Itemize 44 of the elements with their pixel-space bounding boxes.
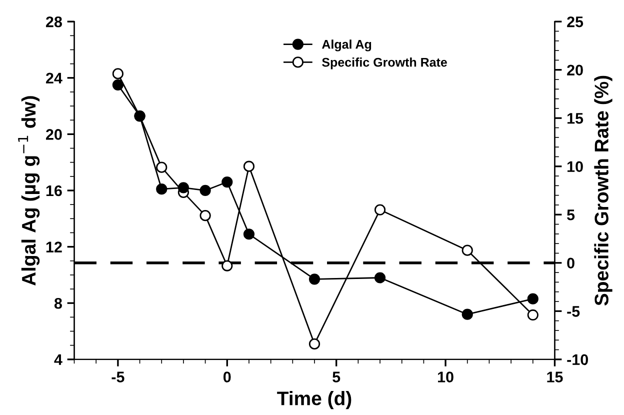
y-tick-label: 4 — [54, 354, 62, 365]
y-tick-label: 16 — [46, 185, 62, 196]
y2-tick-label: 25 — [567, 16, 584, 28]
point — [200, 184, 211, 196]
x-axis-title: Time (d) — [277, 390, 352, 410]
point — [527, 293, 538, 304]
y2-tick-label: 15 — [568, 113, 584, 124]
x-tick-label: 15 — [547, 372, 563, 382]
point — [112, 68, 124, 80]
y2-axis-title: Specific Growth Rate (%) — [594, 76, 612, 306]
point — [462, 308, 473, 320]
y2-tick-label: 0 — [567, 258, 574, 269]
y2-tick-label: 10 — [568, 161, 583, 172]
x-tick-label: 0 — [223, 372, 231, 382]
y-tick-label: 28 — [46, 16, 62, 28]
x-tick-label: -5 — [112, 372, 124, 382]
y-axis-title: Algal Ag (µg g$^{−1}$ dw) — [18, 96, 40, 286]
y2-tick-label: 5 — [567, 210, 575, 220]
y-tick-label: 24 — [46, 72, 62, 84]
point — [243, 160, 255, 172]
point — [222, 176, 233, 188]
point — [200, 210, 211, 222]
point — [222, 260, 233, 272]
y-tick-label: 12 — [46, 242, 62, 252]
y2-tick-label: -5 — [567, 306, 580, 317]
y-tick-label: 8 — [54, 298, 62, 309]
point — [527, 309, 538, 321]
y-tick-label: 20 — [46, 129, 62, 140]
legend-label: Algal Ag — [322, 40, 372, 52]
point — [308, 338, 320, 350]
y2-tick-label: 20 — [567, 64, 583, 76]
point — [112, 79, 124, 90]
point — [156, 162, 168, 173]
y2-tick-label: -10 — [567, 354, 588, 366]
point — [156, 184, 168, 195]
point — [178, 182, 190, 194]
point — [308, 274, 320, 285]
point — [374, 272, 386, 284]
point — [243, 228, 255, 240]
point — [462, 244, 473, 256]
x-tick-label: 10 — [438, 372, 454, 382]
x-tick-label: 5 — [332, 372, 340, 382]
legend-label: Specific Growth Rate — [322, 58, 447, 70]
point — [374, 204, 386, 216]
